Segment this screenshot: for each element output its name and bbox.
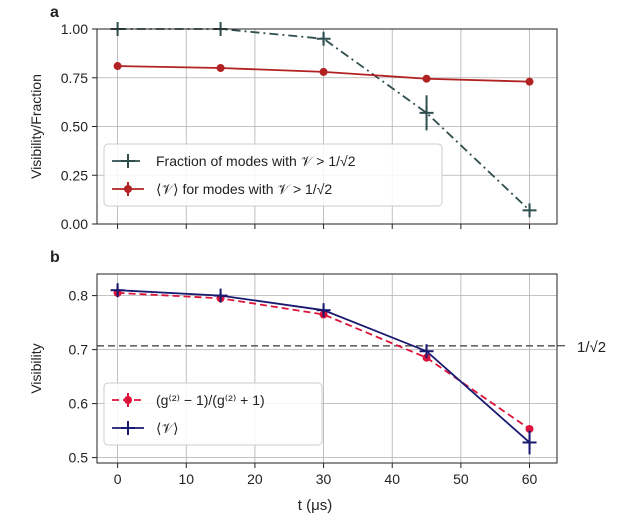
y-tick-label: 0.8 (69, 288, 89, 304)
y-tick-label: 0.25 (61, 167, 88, 183)
data-point (422, 74, 431, 83)
series-2 (113, 62, 534, 86)
x-tick-label: 60 (522, 471, 538, 487)
data-point (113, 62, 122, 71)
legend-marker (124, 185, 132, 193)
series-2 (110, 283, 537, 455)
x-axis-label: t (μs) (298, 497, 332, 514)
data-point (525, 424, 534, 433)
series-line (117, 292, 531, 430)
legend-label: (g⁽²⁾ − 1)/(g⁽²⁾ + 1) (156, 392, 265, 408)
legend: (g⁽²⁾ − 1)/(g⁽²⁾ + 1) ⟨𝒱⟩ (103, 382, 323, 446)
legend-marker (124, 396, 132, 404)
legend-box (103, 143, 443, 207)
x-tick-label: 30 (316, 471, 332, 487)
data-point (216, 64, 225, 72)
y-tick-label: 0.75 (61, 70, 88, 86)
reference-label: 1/√2 (577, 339, 606, 356)
legend-label: ⟨𝒱⟩ for modes with 𝒱 > 1/√2 (156, 181, 332, 197)
panel-label: a (50, 4, 59, 21)
y-tick-label: 1.00 (61, 21, 88, 37)
legend: Fraction of modes with 𝒱 > 1/√2 ⟨𝒱⟩ for m… (103, 143, 443, 207)
y-tick-label: 0.6 (69, 396, 89, 412)
axes-frame (96, 273, 558, 464)
legend-label: ⟨𝒱⟩ (156, 420, 179, 436)
y-tick-label: 0.7 (69, 342, 89, 358)
y-tick-label: 0.50 (61, 119, 88, 135)
data-point (525, 77, 534, 86)
legend-label: Fraction of modes with 𝒱 > 1/√2 (156, 153, 356, 169)
y-axis-label: Visibility (28, 343, 44, 393)
panel-label: b (50, 249, 60, 266)
x-tick-label: 50 (453, 471, 469, 487)
x-tick-label: 10 (178, 471, 194, 487)
y-axis-label: Visibility/Fraction (28, 74, 44, 179)
panel-a: 0.00 0.25 0.50 0.75 1.00a Visibility/Fraction… (28, 4, 558, 232)
x-tick-label: 40 (384, 471, 400, 487)
panel-b: 1/√2 0 10 20 30 40 50 60 0.5 0.6 0.7 0.8 b Visibility… (28, 249, 606, 514)
x-tick-label: 20 (247, 471, 263, 487)
legend-box (103, 382, 323, 446)
x-tick-label: 0 (114, 471, 122, 487)
series-line (117, 28, 531, 212)
y-tick-label: 0.00 (61, 216, 88, 232)
y-tick-label: 0.5 (69, 450, 89, 466)
data-point (319, 67, 328, 76)
